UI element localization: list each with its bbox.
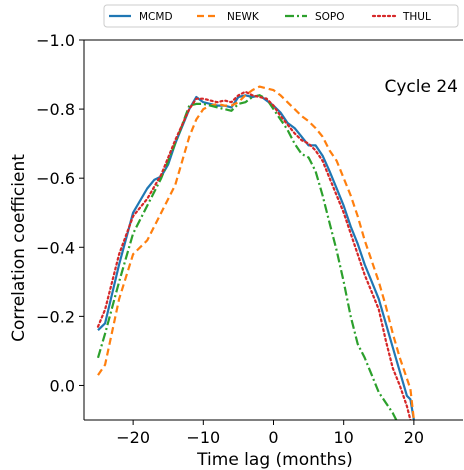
y-tick-label: −1.0 bbox=[36, 31, 75, 50]
x-tick-label: −20 bbox=[116, 428, 150, 447]
plot-area bbox=[96, 85, 415, 420]
legend-label-thul: THUL bbox=[402, 11, 431, 23]
x-tick-label: 20 bbox=[404, 428, 424, 447]
series-line-newk bbox=[97, 85, 415, 420]
legend-label-sopo: SOPO bbox=[315, 11, 345, 23]
y-tick-label: −0.8 bbox=[36, 100, 75, 119]
series-line-thul bbox=[96, 90, 412, 420]
x-axis-label: Time lag (months) bbox=[196, 450, 353, 470]
series-line-sopo bbox=[96, 94, 398, 420]
y-tick-label: −0.4 bbox=[36, 238, 75, 257]
y-tick-label: −0.6 bbox=[36, 169, 75, 188]
legend: MCMD NEWK SOPO THUL bbox=[103, 4, 459, 28]
y-tick-label: −0.2 bbox=[36, 307, 75, 326]
x-tick-label: −10 bbox=[186, 428, 220, 447]
y-axis-label: Correlation coefficient bbox=[9, 154, 29, 342]
legend-label-newk: NEWK bbox=[227, 11, 260, 23]
legend-box bbox=[103, 4, 459, 28]
legend-label-mcmd: MCMD bbox=[139, 11, 173, 23]
x-tick-label: 0 bbox=[268, 428, 278, 447]
cycle-annotation: Cycle 24 bbox=[385, 77, 459, 97]
axes: −20 −10 0 10 20 −1.0 −0.8 −0.6 −0.4 −0.2 0.0 bbox=[36, 31, 463, 447]
x-tick-label: 10 bbox=[334, 428, 354, 447]
y-tick-label: 0.0 bbox=[50, 376, 75, 395]
